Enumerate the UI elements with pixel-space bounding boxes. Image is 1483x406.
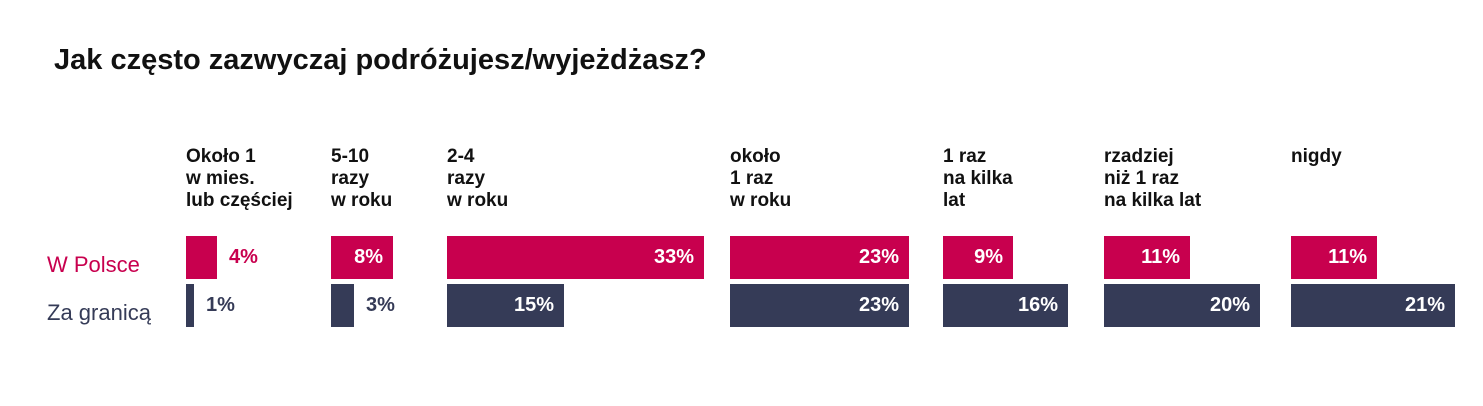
category-label-line: razy bbox=[331, 168, 370, 189]
category-label-line: 1 raz bbox=[943, 146, 987, 167]
category-label: rzadziej niż 1 raz na kilka lat bbox=[1104, 146, 1201, 212]
bar bbox=[447, 284, 564, 327]
data-label: 11% bbox=[1328, 246, 1367, 268]
category-label: nigdy bbox=[1291, 146, 1342, 168]
category-label-line: razy bbox=[447, 168, 486, 189]
bar bbox=[186, 284, 194, 327]
category-label-line: rzadziej bbox=[1104, 146, 1174, 167]
bar bbox=[1291, 284, 1455, 327]
category-label: 2-4 razy w roku bbox=[447, 146, 508, 212]
category-label: około 1 raz w roku bbox=[730, 146, 791, 212]
category-label-line: 2-4 bbox=[447, 146, 475, 167]
category-label-line: w roku bbox=[730, 190, 792, 211]
category-label-line: 5-10 bbox=[331, 146, 370, 167]
category-label-line: lub częściej bbox=[186, 190, 293, 211]
category-label-line: nigdy bbox=[1291, 146, 1342, 167]
bar bbox=[331, 236, 393, 279]
category-label-line: 1 raz bbox=[730, 168, 774, 189]
category-label-line: około bbox=[730, 146, 781, 167]
bar bbox=[1104, 284, 1260, 327]
series-label-w-polsce: W Polsce bbox=[47, 252, 140, 277]
category-label-line: na kilka lat bbox=[1104, 190, 1202, 211]
bar bbox=[730, 284, 909, 327]
bar bbox=[943, 284, 1068, 327]
bar bbox=[1104, 236, 1190, 279]
category-label-line: Około 1 bbox=[186, 146, 256, 167]
data-label: 8% bbox=[354, 246, 383, 268]
data-label: 23% bbox=[858, 294, 899, 316]
data-label: 15% bbox=[513, 294, 554, 316]
category-label: 5-10 razy w roku bbox=[331, 146, 392, 212]
bar bbox=[943, 236, 1013, 279]
category-label-line: lat bbox=[943, 190, 966, 211]
category-label: 1 raz na kilka lat bbox=[943, 146, 1013, 212]
bar bbox=[331, 284, 354, 327]
bar bbox=[447, 236, 704, 279]
series-label-za-granica: Za granicą bbox=[47, 300, 151, 325]
data-label: 4% bbox=[229, 246, 258, 268]
category-label-line: w roku bbox=[331, 190, 393, 211]
data-label: 9% bbox=[974, 246, 1003, 268]
data-label: 33% bbox=[653, 246, 694, 268]
data-label: 11% bbox=[1141, 246, 1180, 268]
bar bbox=[730, 236, 909, 279]
data-label: 1% bbox=[206, 294, 235, 316]
data-label: 3% bbox=[366, 294, 395, 316]
chart-title: Jak często zazwyczaj podróżujesz/wyjeżdż… bbox=[54, 44, 707, 76]
data-label: 20% bbox=[1209, 294, 1250, 316]
category-label-line: niż 1 raz bbox=[1104, 168, 1179, 189]
category-label-line: na kilka bbox=[943, 168, 1013, 189]
bar bbox=[186, 236, 217, 279]
data-label: 23% bbox=[858, 246, 899, 268]
category-label-line: w roku bbox=[447, 190, 509, 211]
data-label: 16% bbox=[1017, 294, 1058, 316]
bar bbox=[1291, 236, 1377, 279]
data-label: 21% bbox=[1404, 294, 1445, 316]
category-label-line: w mies. bbox=[186, 168, 255, 189]
